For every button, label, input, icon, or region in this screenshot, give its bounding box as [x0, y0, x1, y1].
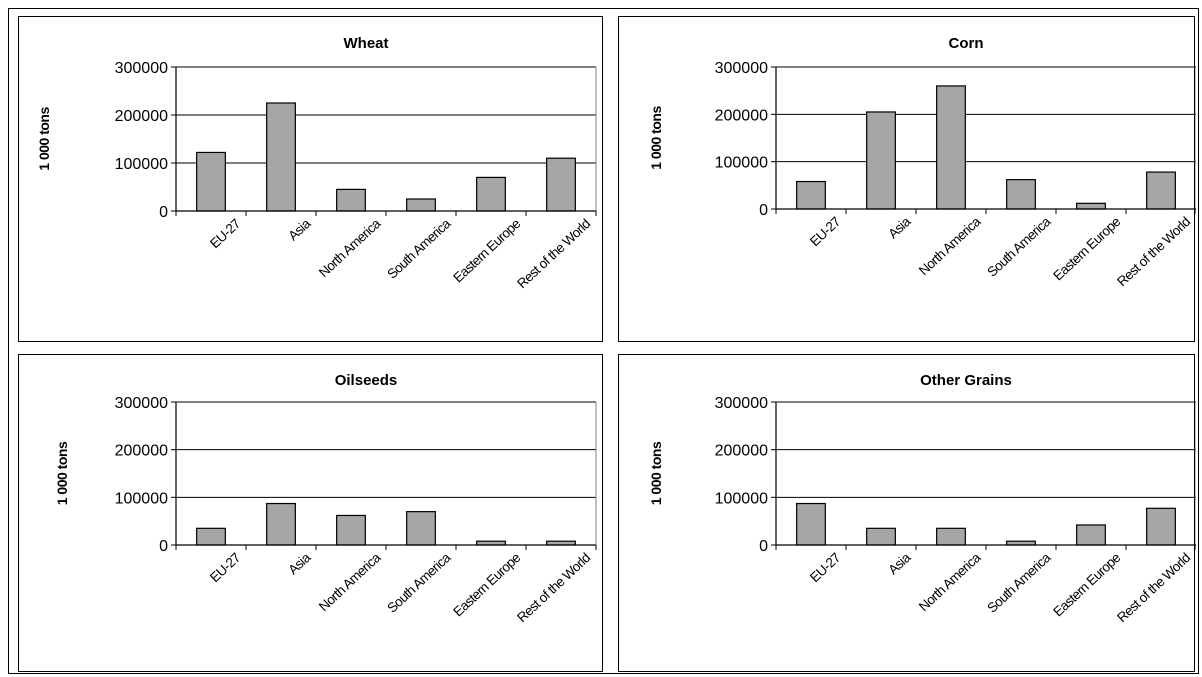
x-tick-label: EU-27: [207, 216, 243, 251]
bar: [196, 527, 226, 546]
bar: [1006, 179, 1036, 210]
y-tick-label: 200000: [715, 443, 768, 460]
y-tick-label: 100000: [715, 490, 768, 507]
x-tick-label: Eastern Europe: [450, 216, 523, 285]
y-tick-label: 100000: [115, 490, 168, 507]
x-tick-label: South America: [984, 549, 1054, 615]
chart-panel-other-grains: Other Grains 0 100000 200000 300000 1 000 ton…: [618, 354, 1196, 672]
y-tick-label: 0: [159, 538, 168, 555]
bar: [196, 151, 226, 212]
x-tick-label: North America: [916, 549, 984, 614]
bar: [1146, 171, 1176, 210]
y-tick-label: 300000: [715, 395, 768, 412]
y-tick-label: 300000: [115, 395, 168, 412]
figure-frame: [8, 8, 1199, 674]
y-axis-label: 1 000 tons: [648, 106, 664, 170]
x-tick-label: EU-27: [207, 550, 243, 585]
y-tick-label: 100000: [715, 155, 768, 172]
chart-title: Wheat: [344, 35, 389, 52]
chart-svg: Other Grains 0 100000 200000 300000 1 000 ton…: [648, 372, 1196, 625]
chart-svg: Corn 0 100000 200000 300000 1 000 tons EU-27 As…: [648, 35, 1196, 289]
x-tick-label: Rest of the World: [514, 216, 593, 291]
bar: [936, 527, 966, 546]
bar: [406, 198, 436, 212]
y-tick-label: 0: [159, 204, 168, 221]
x-tick-label: Eastern Europe: [1050, 214, 1123, 283]
y-axis-label: 1 000 tons: [54, 441, 70, 505]
bar: [546, 157, 576, 212]
chart-panel-wheat: Wheat 0 100000 200000 300000 1 000 tons EU-27 A…: [18, 16, 603, 342]
y-tick-label: 200000: [115, 443, 168, 460]
y-tick-label: 300000: [715, 60, 768, 77]
bar: [1146, 507, 1176, 546]
x-tick-label: Asia: [885, 549, 913, 577]
y-tick-label: 100000: [115, 156, 168, 173]
bar: [476, 176, 506, 212]
x-tick-label: EU-27: [807, 550, 843, 585]
bar: [406, 511, 436, 546]
y-tick-label: 200000: [115, 108, 168, 125]
x-tick-label: South America: [384, 549, 454, 615]
y-tick-label: 300000: [115, 60, 168, 77]
chart-title: Oilseeds: [335, 372, 398, 389]
y-axis-label: 1 000 tons: [36, 107, 52, 171]
bar: [866, 111, 896, 210]
x-tick-label: Asia: [885, 213, 913, 241]
bar: [266, 502, 296, 546]
x-tick-label: North America: [316, 549, 384, 614]
bar: [796, 502, 826, 546]
x-tick-label: Rest of the World: [1114, 214, 1193, 289]
chart-svg: Wheat 0 100000 200000 300000 1 000 tons EU-27 A…: [36, 35, 597, 291]
x-tick-label: Rest of the World: [514, 550, 593, 625]
chart-title: Other Grains: [920, 372, 1012, 389]
x-tick-label: Asia: [285, 215, 313, 243]
chart-title: Corn: [949, 35, 984, 52]
y-axis-label: 1 000 tons: [648, 441, 664, 505]
x-tick-label: South America: [384, 215, 454, 281]
bar: [336, 188, 366, 212]
x-tick-label: Rest of the World: [1114, 550, 1193, 625]
bar: [796, 180, 826, 210]
bar: [1076, 202, 1106, 210]
x-tick-label: North America: [316, 215, 384, 280]
x-tick-label: Asia: [285, 549, 313, 577]
bar: [336, 514, 366, 546]
chart-svg: Oilseeds 0 100000 200000 300000 1 000 tons EU-…: [54, 372, 597, 625]
y-tick-label: 200000: [715, 107, 768, 124]
y-tick-label: 0: [759, 202, 768, 219]
bar: [1076, 524, 1106, 546]
chart-panel-corn: Corn 0 100000 200000 300000 1 000 tons EU-27 As…: [618, 16, 1196, 342]
x-tick-label: North America: [916, 213, 984, 278]
bar: [266, 102, 296, 212]
x-tick-label: Eastern Europe: [1050, 550, 1123, 619]
x-tick-label: South America: [984, 213, 1054, 279]
x-tick-label: EU-27: [807, 214, 843, 249]
chart-panel-oilseeds: Oilseeds 0 100000 200000 300000 1 000 tons EU-…: [18, 354, 603, 672]
bar: [936, 85, 966, 210]
x-tick-label: Eastern Europe: [450, 550, 523, 619]
y-tick-label: 0: [759, 538, 768, 555]
bar: [866, 527, 896, 546]
